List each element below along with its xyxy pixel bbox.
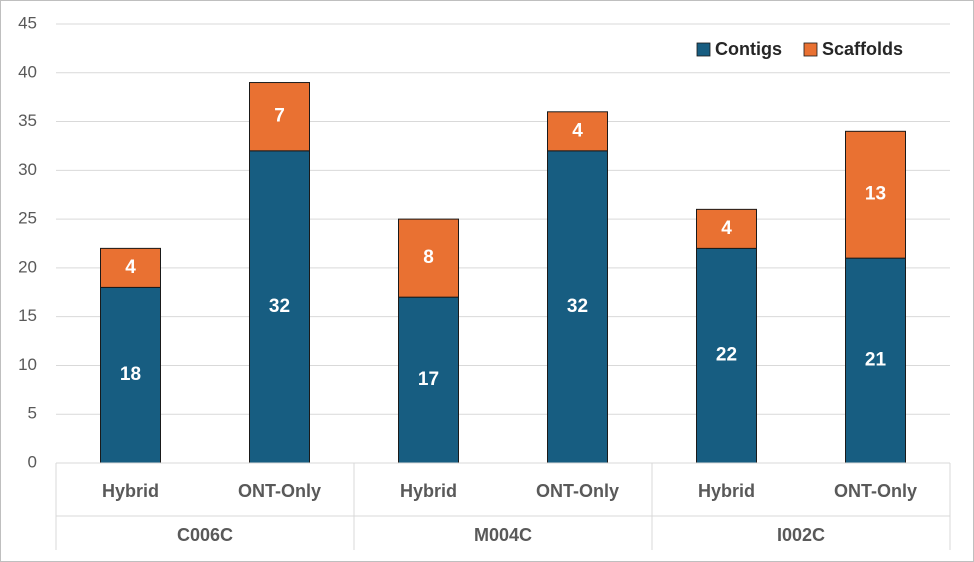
y-tick-label: 25 [18,209,37,228]
data-label: 32 [567,296,588,317]
bar-segment [398,218,459,298]
x-tick-label: Hybrid [698,481,755,501]
data-label: 7 [274,106,285,127]
data-label: 4 [125,257,136,278]
data-label: 21 [865,350,887,371]
x-tick-label: ONT-Only [238,481,321,501]
y-tick-label: 10 [18,355,37,374]
bar-segment [249,150,310,464]
x-tick-label: ONT-Only [536,481,619,501]
y-tick-label: 30 [18,160,37,179]
bar-segment [547,111,608,152]
legend-label: Contigs [715,39,782,59]
x-tick-label: ONT-Only [834,481,917,501]
data-label: 32 [269,296,290,317]
group-label: I002C [777,525,825,545]
x-tick-label: Hybrid [400,481,457,501]
bar-segment [547,150,608,464]
data-label: 13 [865,184,886,205]
x-tick-label: Hybrid [102,481,159,501]
y-tick-label: 5 [28,404,37,423]
y-tick-label: 15 [18,306,37,325]
bar-segment [696,208,757,249]
bar-segment [845,130,906,259]
y-tick-label: 20 [18,257,37,276]
legend-label: Scaffolds [822,39,903,59]
y-tick-label: 35 [18,111,37,130]
bar-segment [696,247,757,464]
bar-segment [100,286,161,464]
legend-swatch [803,42,818,57]
data-label: 18 [120,364,141,385]
data-label: 4 [572,120,583,141]
bar-segment [100,247,161,288]
bar-segment [845,257,906,464]
group-label: M004C [474,525,532,545]
data-label: 4 [721,218,732,239]
group-label: C006C [177,525,233,545]
bar-segment [398,296,459,464]
y-tick-label: 0 [28,452,37,471]
data-label: 8 [423,247,434,268]
data-label: 22 [716,345,737,366]
legend-swatch [696,42,711,57]
y-tick-label: 45 [18,13,37,32]
data-label: 17 [418,369,439,390]
y-tick-label: 40 [18,62,37,81]
bar-segment [249,82,310,152]
